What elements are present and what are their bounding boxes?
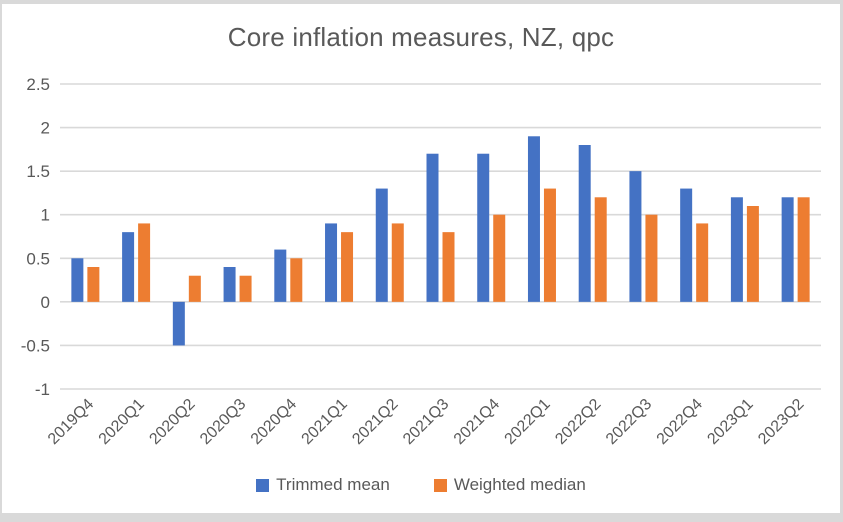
bar-trimmed-mean-2023Q1	[730, 197, 743, 302]
bar-weighted-median-2022Q4	[696, 223, 709, 302]
y-tick-label: 0.5	[26, 249, 50, 268]
bar-trimmed-mean-2020Q4	[274, 249, 287, 302]
x-tick-label: 2020Q2	[146, 396, 198, 448]
bar-trimmed-mean-2021Q3	[426, 153, 439, 302]
legend-swatch-weighted-median-icon	[433, 478, 447, 492]
bar-trimmed-mean-2020Q1	[122, 232, 135, 302]
legend-swatch-trimmed-mean-icon	[256, 478, 270, 492]
bar-trimmed-mean-2022Q2	[578, 145, 591, 302]
x-tick-label: 2021Q2	[349, 396, 401, 448]
x-tick-label: 2023Q1	[704, 396, 756, 448]
bar-trimmed-mean-2021Q1	[325, 223, 338, 302]
plot-area: 2.521.510.50-0.5-12019Q42020Q12020Q22020…	[21, 75, 821, 448]
bar-trimmed-mean-2021Q4	[477, 153, 490, 302]
bar-trimmed-mean-2022Q4	[680, 188, 693, 302]
chart-title: Core inflation measures, NZ, qpc	[227, 22, 615, 52]
bar-weighted-median-2023Q1	[746, 206, 759, 302]
bar-weighted-median-2021Q3	[442, 232, 455, 302]
y-tick-label: -0.5	[21, 336, 50, 355]
bar-weighted-median-2021Q1	[341, 232, 354, 302]
y-tick-label: -1	[35, 380, 50, 399]
x-tick-label: 2019Q4	[45, 396, 97, 448]
y-tick-label: 2.5	[26, 75, 50, 94]
bar-weighted-median-2023Q2	[797, 197, 810, 302]
bar-trimmed-mean-2019Q4	[71, 258, 84, 302]
legend: Trimmed mean Weighted median	[2, 475, 840, 495]
x-tick-label: 2022Q4	[654, 396, 706, 448]
y-tick-label: 1.5	[26, 162, 50, 181]
bar-weighted-median-2021Q2	[391, 223, 404, 302]
x-tick-label: 2022Q1	[502, 396, 554, 448]
y-tick-label: 2	[41, 119, 50, 138]
y-tick-label: 0	[41, 293, 50, 312]
bar-trimmed-mean-2023Q2	[781, 197, 794, 302]
x-tick-label: 2022Q3	[603, 396, 655, 448]
x-tick-label: 2020Q4	[248, 396, 300, 448]
legend-item-weighted-median: Weighted median	[433, 475, 586, 495]
bar-weighted-median-2019Q4	[87, 267, 100, 302]
bar-trimmed-mean-2022Q3	[629, 171, 642, 302]
bar-weighted-median-2020Q4	[290, 258, 303, 302]
bar-trimmed-mean-2020Q2	[172, 301, 185, 346]
x-tick-label: 2020Q3	[197, 396, 249, 448]
bar-trimmed-mean-2022Q1	[527, 136, 540, 302]
x-tick-label: 2021Q1	[299, 396, 351, 448]
legend-item-trimmed-mean: Trimmed mean	[256, 475, 390, 495]
x-tick-label: 2020Q1	[96, 396, 148, 448]
bar-weighted-median-2020Q3	[239, 275, 252, 302]
legend-label-weighted-median: Weighted median	[453, 475, 586, 494]
bar-weighted-median-2020Q1	[138, 223, 151, 302]
x-tick-label: 2021Q3	[400, 396, 452, 448]
x-tick-label: 2021Q4	[451, 396, 503, 448]
x-tick-label: 2022Q2	[552, 396, 604, 448]
bar-weighted-median-2021Q4	[493, 214, 506, 302]
bar-weighted-median-2022Q2	[594, 197, 607, 302]
x-tick-label: 2023Q2	[755, 396, 807, 448]
bar-weighted-median-2020Q2	[188, 275, 201, 302]
bar-weighted-median-2022Q3	[645, 214, 658, 302]
y-tick-label: 1	[41, 206, 50, 225]
bar-trimmed-mean-2020Q3	[223, 267, 236, 302]
legend-label-trimmed-mean: Trimmed mean	[276, 475, 390, 494]
bar-trimmed-mean-2021Q2	[375, 188, 388, 302]
bar-weighted-median-2022Q1	[543, 188, 556, 302]
